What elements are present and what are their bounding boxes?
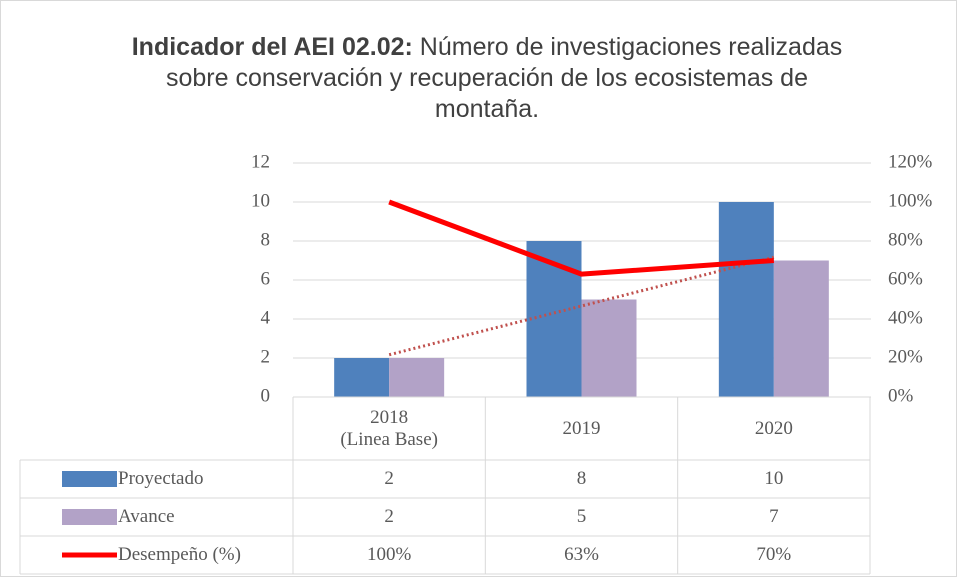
y2-tick-label: 80% xyxy=(888,229,923,250)
y2-tick-label: 60% xyxy=(888,268,923,289)
table-value: 70% xyxy=(756,544,792,565)
y2-tick-label: 100% xyxy=(888,190,933,211)
x-tick-label: 2019 xyxy=(562,417,601,439)
table-value: 8 xyxy=(576,468,587,489)
title-text: Número de investigaciones realizadas sob… xyxy=(165,33,843,123)
y-tick-label: 0 xyxy=(261,385,271,406)
x-tick-label: 2018 (Linea Base) xyxy=(340,406,438,450)
y-tick-label: 12 xyxy=(251,151,270,172)
bar xyxy=(718,202,774,397)
bar xyxy=(581,299,637,397)
legend-label: Desempeño (%) xyxy=(118,544,241,565)
y-tick-label: 6 xyxy=(261,268,271,289)
bar xyxy=(773,260,829,397)
table-value: 63% xyxy=(564,544,599,565)
y2-tick-label: 120% xyxy=(888,151,933,172)
legend-label: Proyectado xyxy=(118,468,204,489)
bar xyxy=(389,358,445,397)
table-value: 100% xyxy=(367,544,412,565)
table-value: 7 xyxy=(769,506,779,527)
y2-tick-label: 40% xyxy=(888,307,923,328)
y2-tick-label: 0% xyxy=(888,385,914,406)
trendline xyxy=(388,255,775,357)
legend-key xyxy=(62,471,117,487)
chart-title: Indicador del AEI 02.02: Número de inves… xyxy=(117,32,857,125)
legend-label: Avance xyxy=(118,506,175,527)
y-tick-label: 4 xyxy=(261,307,271,328)
table-value: 2 xyxy=(384,468,394,489)
table-value: 10 xyxy=(764,468,784,489)
title-lead: Indicador del AEI 02.02: xyxy=(131,33,413,61)
table-value: 5 xyxy=(576,506,587,527)
table-value: 2 xyxy=(384,506,394,527)
y-tick-label: 10 xyxy=(251,190,270,211)
bar xyxy=(334,358,390,397)
line-series xyxy=(388,199,775,277)
y2-tick-label: 20% xyxy=(888,346,923,367)
y-tick-label: 2 xyxy=(261,346,271,367)
x-tick-label: 2020 xyxy=(754,417,793,439)
y-tick-label: 8 xyxy=(261,229,271,250)
legend-key xyxy=(62,509,117,525)
